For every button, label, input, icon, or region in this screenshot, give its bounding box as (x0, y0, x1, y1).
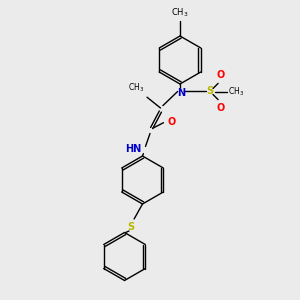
Text: HN: HN (125, 143, 141, 154)
Text: O: O (216, 103, 225, 113)
Text: N: N (177, 88, 186, 98)
Text: CH$_3$: CH$_3$ (228, 85, 244, 98)
Text: O: O (168, 116, 176, 127)
Text: S: S (127, 221, 134, 232)
Text: S: S (206, 86, 214, 97)
Text: O: O (216, 70, 225, 80)
Text: CH$_3$: CH$_3$ (128, 82, 144, 94)
Text: CH$_3$: CH$_3$ (171, 7, 189, 20)
